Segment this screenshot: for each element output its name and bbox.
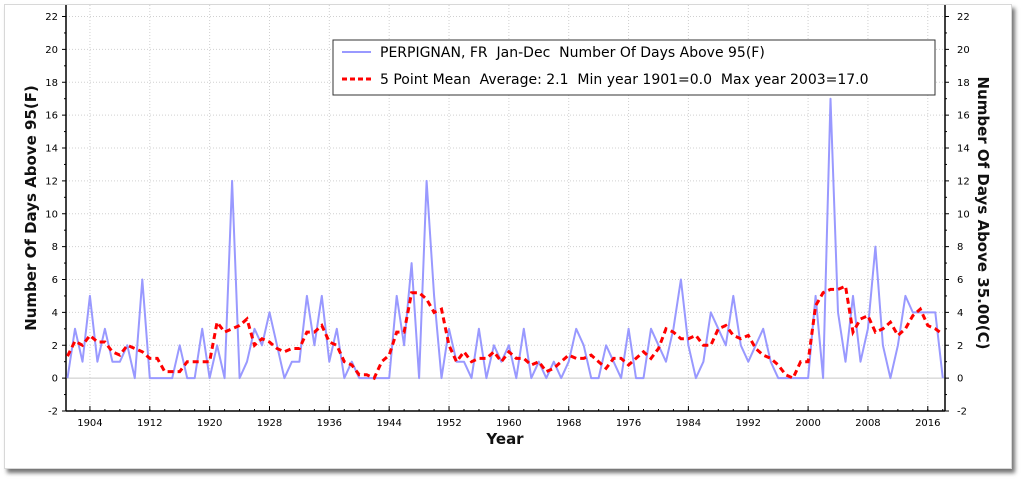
y-axis-title-right: Number Of Days Above 35.00(C) xyxy=(974,77,992,350)
x-tick-label: 1920 xyxy=(197,418,222,429)
x-tick-label: 1952 xyxy=(436,418,461,429)
y-tick-label-right: 6 xyxy=(957,275,963,286)
x-tick-label: 1928 xyxy=(257,418,282,429)
series-lines xyxy=(66,97,944,381)
x-tick-label: 1976 xyxy=(616,418,641,429)
raw-series-line xyxy=(66,97,944,380)
y-tick-label: 18 xyxy=(45,78,58,89)
y-tick-label: 14 xyxy=(45,144,58,155)
y-tick-label-right: -2 xyxy=(957,407,967,418)
y-tick-label: 2 xyxy=(52,341,58,352)
x-tick-label: 1984 xyxy=(676,418,701,429)
axes xyxy=(62,5,949,412)
x-tick-label: 1944 xyxy=(376,418,401,429)
x-tick-label: 2008 xyxy=(855,418,880,429)
y-tick-label-right: 8 xyxy=(957,242,963,253)
y-tick-label: 6 xyxy=(52,275,58,286)
x-tick-label: 1992 xyxy=(736,418,761,429)
y-tick-label: 16 xyxy=(45,111,58,122)
x-axis-title: Year xyxy=(485,430,524,448)
x-tick-label: 2016 xyxy=(915,418,940,429)
mean-series-line xyxy=(66,283,944,381)
y-tick-label-right: 10 xyxy=(957,209,970,220)
x-tick-label: 2000 xyxy=(795,418,820,429)
x-tick-label: 1936 xyxy=(317,418,342,429)
y-tick-label-right: 18 xyxy=(957,78,970,89)
legend-box xyxy=(332,39,936,96)
y-tick-label-right: 4 xyxy=(957,308,963,319)
y-tick-label: 12 xyxy=(45,176,58,187)
y-tick-label-right: 16 xyxy=(957,111,970,122)
y-tick-label-right: 12 xyxy=(957,176,970,187)
y-tick-label: 20 xyxy=(45,45,58,56)
legend: PERPIGNAN, FR Jan-Dec Number Of Days Abo… xyxy=(332,39,936,96)
y-tick-label: 0 xyxy=(52,374,58,385)
y-tick-label: 4 xyxy=(52,308,58,319)
legend-label-mean: 5 Point Mean Average: 2.1 Min year 1901=… xyxy=(380,72,869,88)
y-tick-label-right: 20 xyxy=(957,45,970,56)
y-tick-label: 10 xyxy=(45,209,58,220)
x-tick-label: 1904 xyxy=(77,418,102,429)
legend-label-raw: PERPIGNAN, FR Jan-Dec Number Of Days Abo… xyxy=(380,45,765,61)
y-tick-label: 8 xyxy=(52,242,58,253)
x-tick-label: 1912 xyxy=(137,418,162,429)
y-tick-label-right: 0 xyxy=(957,374,963,385)
y-tick-label-right: 22 xyxy=(957,12,970,23)
y-tick-label-right: 2 xyxy=(957,341,963,352)
y-tick-label-right: 14 xyxy=(957,144,970,155)
x-tick-label: 1968 xyxy=(556,418,581,429)
y-axis-title: Number Of Days Above 95(F) xyxy=(22,85,40,331)
y-tick-label: 22 xyxy=(45,12,58,23)
y-tick-label: -2 xyxy=(48,407,58,418)
x-tick-label: 1960 xyxy=(496,418,521,429)
